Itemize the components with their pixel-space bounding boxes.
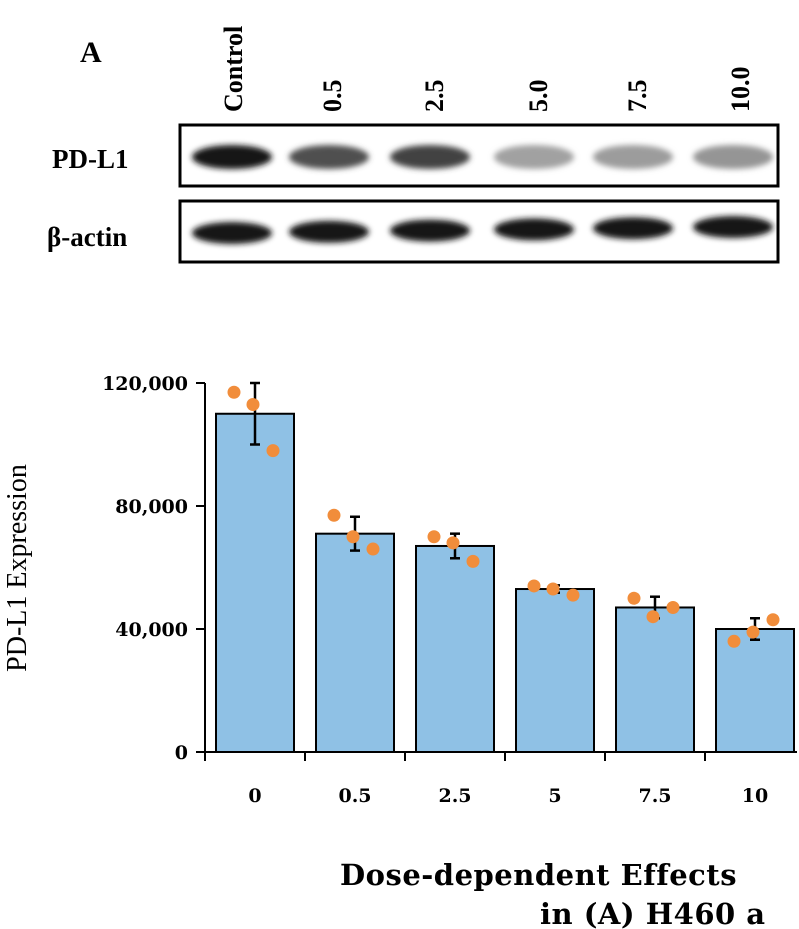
data-point [727,634,741,648]
blot-row-label: β-actin [47,222,127,252]
x-ticks: 0 0.5 2.5 5 7.5 10 [204,752,768,807]
bar [315,532,395,753]
blot-band [390,145,470,169]
y-axis-label: PD-L1 Expression [2,464,33,672]
blot-band [494,218,574,241]
data-point [646,610,660,624]
blot-band [593,145,673,169]
data-point [427,530,441,544]
blot-row-label: PD-L1 [52,144,129,174]
y-tick-label: 0 [175,742,188,764]
y-ticks: 0 40,000 80,000 120,000 [102,373,205,764]
y-tick-label: 40,000 [115,619,188,641]
data-point [746,625,760,639]
blot-band [390,219,470,242]
error-bar [250,381,260,446]
blot-frame-actin [178,199,780,264]
lane-label: 0.5 [318,80,347,113]
blot-band [693,216,773,238]
data-point [327,508,341,522]
data-point [466,554,480,568]
data-point [566,588,580,602]
x-tick-label: 10 [742,785,768,807]
data-point [627,591,641,605]
lane-label: 5.0 [524,80,553,113]
data-point [666,600,680,614]
bar [515,588,595,754]
caption-line-2: in (A) H460 a [540,897,766,929]
blot-band [192,145,272,169]
blot-band [289,145,369,169]
data-points [227,385,780,648]
lane-label: 7.5 [623,80,652,113]
blot-bands-pdl1 [192,145,773,169]
bars [215,412,795,754]
bar [215,412,295,753]
data-point [546,582,560,596]
x-tick-label: 5 [548,785,561,807]
x-tick-label: 2.5 [438,785,471,807]
data-point [527,579,541,593]
lane-label: 2.5 [420,80,449,113]
blot-band [693,145,773,169]
lane-label: 10.0 [726,67,755,113]
blot-band [494,145,574,169]
data-point [366,542,380,556]
blot-band [593,217,673,240]
data-point [266,444,280,458]
data-point [246,398,260,412]
lane-label: Control [219,26,248,112]
blot-bands-actin [192,216,773,244]
blot-band [192,222,272,244]
bar [715,628,795,753]
blot-lane-labels: Control 0.5 2.5 5.0 7.5 10.0 [219,26,755,112]
data-point [446,536,460,550]
y-tick-label: 80,000 [115,496,188,518]
bar [615,606,695,753]
data-point [227,385,241,399]
x-tick-label: 0.5 [338,785,371,807]
bar [415,544,495,753]
caption-line-1: Dose-dependent Effects [340,858,737,892]
x-tick-label: 0 [248,785,261,807]
panel-letter: A [80,36,102,69]
blot-frame-pdl1 [178,123,780,188]
data-point [346,530,360,544]
x-tick-label: 7.5 [638,785,671,807]
blot-band [289,220,369,243]
y-tick-label: 120,000 [102,373,188,395]
data-point [766,613,780,627]
